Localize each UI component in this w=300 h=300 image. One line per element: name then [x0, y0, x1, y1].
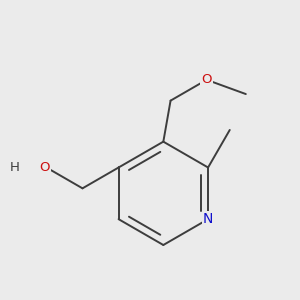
Text: N: N [203, 212, 213, 226]
Text: H: H [10, 161, 20, 174]
Text: O: O [201, 73, 212, 86]
Text: O: O [39, 161, 50, 174]
